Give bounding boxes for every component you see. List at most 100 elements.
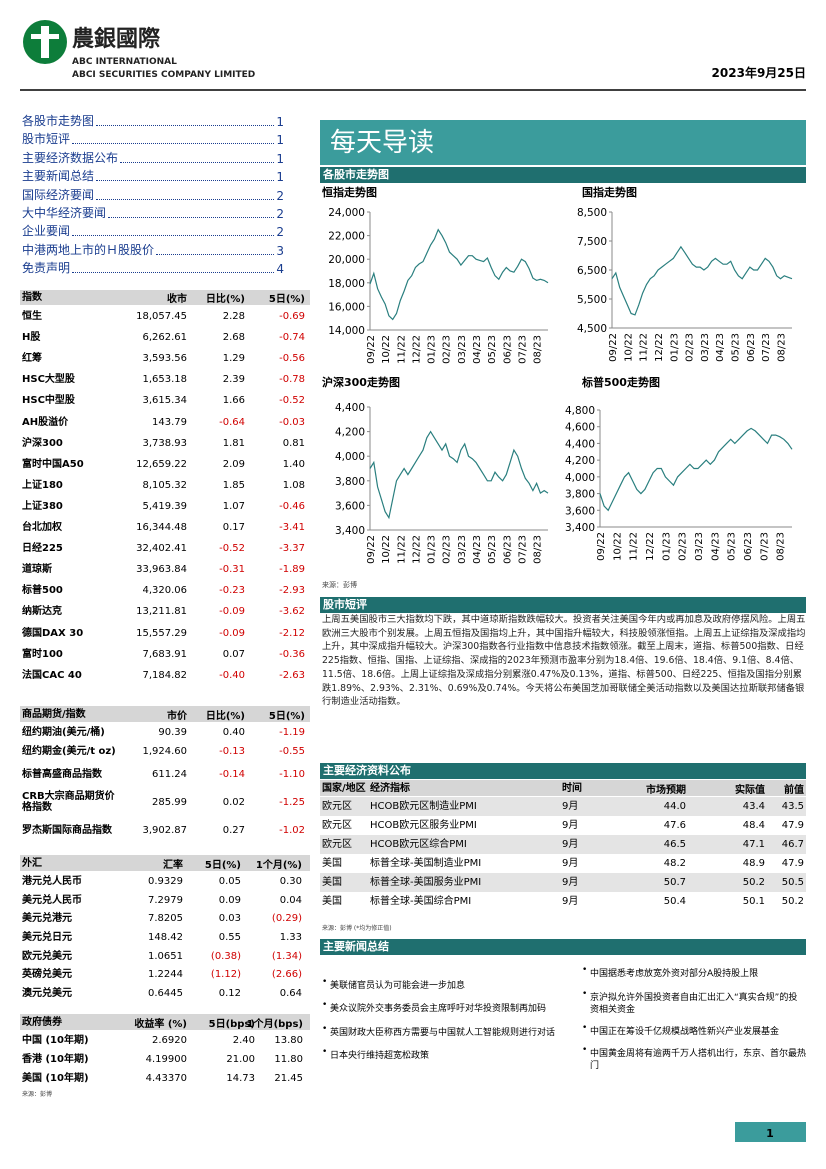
y-tick-label: 4,500 xyxy=(577,323,607,335)
table-cell: HSC大型股 xyxy=(22,374,75,386)
x-tick-label: 09/22 xyxy=(366,535,377,564)
table-cell: 美元兑港元 xyxy=(22,913,72,925)
x-tick-label: 10/22 xyxy=(612,532,623,561)
toc-label: 主要经济数据公布 xyxy=(22,150,119,165)
toc-item[interactable]: 主要新闻总结 1 xyxy=(22,167,284,184)
table-cell: -0.14 xyxy=(219,768,245,780)
table-cell: 18,057.45 xyxy=(136,311,187,323)
table-cell: 上证180 xyxy=(22,479,63,491)
table-cell: 43.4 xyxy=(742,801,765,812)
table-cell: -0.09 xyxy=(219,627,245,639)
table-cell: CRB大宗商品期货价格指数 xyxy=(22,791,115,813)
news-item: 日本央行维持超宽松政策 xyxy=(330,1051,430,1061)
table-cell: -3.37 xyxy=(279,543,305,555)
table-cell: 0.07 xyxy=(222,648,245,660)
table-cell: 0.9329 xyxy=(148,875,183,887)
table-cell: -1.10 xyxy=(279,768,305,780)
toc-item[interactable]: 中港两地上市的Ｈ股股价 3 xyxy=(22,241,284,258)
table-cell: 0.02 xyxy=(222,796,245,808)
table-cell: 15,557.29 xyxy=(136,627,187,639)
table-cell: 市场预期 xyxy=(646,784,686,796)
table-cell: 3,593.56 xyxy=(142,353,187,365)
y-tick-label: 3,800 xyxy=(565,489,595,501)
toc-item[interactable]: 国际经济要闻 2 xyxy=(22,186,284,203)
page-number: 1 xyxy=(766,1127,774,1140)
x-tick-label: 05/23 xyxy=(487,535,498,564)
table-cell: 8,105.32 xyxy=(142,479,187,491)
table-cell: 13.80 xyxy=(274,1035,303,1046)
table-cell: 沪深300 xyxy=(22,437,63,449)
table-cell: 欧元区 xyxy=(322,820,352,831)
x-tick-label: 12/22 xyxy=(654,333,665,362)
toc-label: 免责声明 xyxy=(22,261,71,276)
x-tick-label: 09/22 xyxy=(596,532,607,561)
y-tick-label: 4,400 xyxy=(335,402,365,414)
toc-label: 各股市走势图 xyxy=(22,114,95,128)
table-cell: 3,738.93 xyxy=(142,437,187,449)
table-cell: 0.27 xyxy=(222,824,245,836)
table-cell: 富时100 xyxy=(22,648,63,660)
news-bullet: • xyxy=(322,977,328,987)
table-cell: 日经225 xyxy=(22,543,63,555)
table-cell: 0.81 xyxy=(282,437,305,449)
news-item: 美联储官员认为可能会进一步加息 xyxy=(330,981,466,991)
x-tick-label: 03/23 xyxy=(700,333,711,362)
table-cell: 47.9 xyxy=(781,820,804,831)
table-cell: 政府债券 xyxy=(22,1016,62,1028)
table-cell: 43.5 xyxy=(781,801,804,812)
table-cell: 道琼斯 xyxy=(22,564,52,576)
table-cell: 美国 (10年期) xyxy=(22,1073,89,1084)
y-tick-label: 16,000 xyxy=(328,301,365,313)
table-cell: 143.79 xyxy=(152,416,187,428)
x-tick-label: 11/22 xyxy=(396,535,407,564)
table-cell: 7.2979 xyxy=(148,894,183,906)
table-cell: 5日(%) xyxy=(268,710,305,722)
table-cell: 7.8205 xyxy=(148,913,183,925)
y-tick-label: 14,000 xyxy=(328,325,365,337)
table-cell: 2.09 xyxy=(222,458,245,470)
x-tick-label: 12/22 xyxy=(411,335,422,364)
news-bullet: • xyxy=(322,1000,328,1010)
source-note: 来源：彭博 xyxy=(22,1091,53,1098)
table-cell: -1.19 xyxy=(279,727,305,738)
chart-title: 国指走势图 xyxy=(582,185,637,199)
table-cell: 3,615.34 xyxy=(142,395,187,407)
toc-label: 中港两地上市的Ｈ股股价 xyxy=(22,242,155,257)
table-cell: 9月 xyxy=(562,877,579,888)
toc-item[interactable]: 大中华经济要闻 2 xyxy=(22,204,284,221)
x-tick-label: 08/23 xyxy=(777,333,788,362)
news-bullet: • xyxy=(582,989,588,999)
table-cell: -0.55 xyxy=(279,745,305,757)
source-note: 来源：彭博 xyxy=(322,581,357,589)
toc-item[interactable]: 主要经济数据公布 1 xyxy=(22,149,284,166)
toc-item[interactable]: 企业要闻 2 xyxy=(22,222,284,239)
table-cell: 9月 xyxy=(562,896,579,907)
news-item: 京沪拟允许外国投资者自由汇出汇入“真实合规”的投资相关资金 xyxy=(590,993,798,1015)
footer-bar xyxy=(735,1122,806,1142)
table-cell: 47.9 xyxy=(781,858,804,869)
x-tick-label: 03/23 xyxy=(457,335,468,364)
table-cell: -0.13 xyxy=(219,745,245,757)
x-tick-label: 10/22 xyxy=(623,333,634,362)
table-cell: 前值 xyxy=(784,784,804,796)
table-cell: 恒生 xyxy=(22,311,42,323)
section-heading: 各股市走势图 xyxy=(320,167,806,183)
table-cell: 1.2244 xyxy=(148,969,183,981)
toc-item[interactable]: 股市短评 1 xyxy=(22,130,284,147)
table-cell: 标普500 xyxy=(22,585,63,597)
toc-item[interactable]: 各股市走势图 1 xyxy=(22,112,284,129)
table-cell: 5日(bps) xyxy=(208,1018,255,1030)
table-cell: 美元兑日元 xyxy=(22,931,72,943)
y-tick-label: 4,000 xyxy=(335,451,365,463)
y-tick-label: 3,400 xyxy=(335,525,365,537)
x-tick-label: 05/23 xyxy=(487,335,498,364)
table-cell: H股 xyxy=(22,332,41,344)
toc-item[interactable]: 免责声明 4 xyxy=(22,259,284,276)
row-band xyxy=(320,873,806,892)
table-cell: 9月 xyxy=(562,820,579,831)
table-cell: 纳斯达克 xyxy=(22,606,62,618)
x-tick-label: 06/23 xyxy=(746,333,757,362)
table-cell: 6,262.61 xyxy=(142,332,187,344)
table-header-bg xyxy=(20,1014,310,1030)
y-tick-label: 3,400 xyxy=(565,522,595,534)
